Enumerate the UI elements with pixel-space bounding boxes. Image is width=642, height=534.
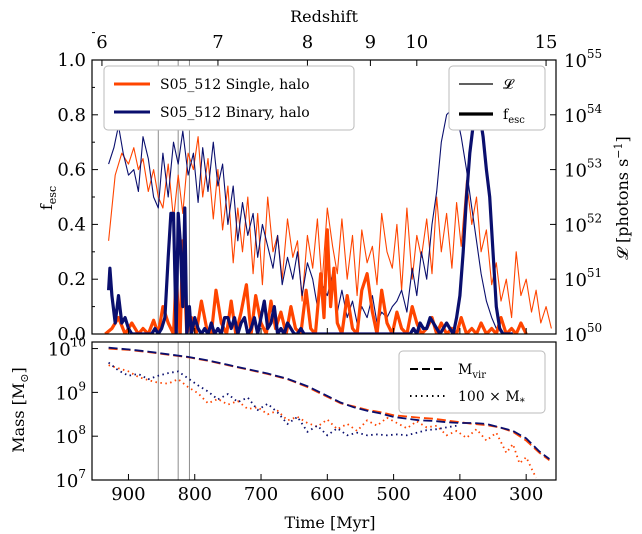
time-tick-label: 400 — [443, 484, 477, 505]
fesc-tick-label: 0.2 — [57, 269, 86, 290]
fesc-tick-label: 0.4 — [57, 214, 86, 235]
mass-tick-exponent: 9 — [78, 379, 86, 393]
mass-legend-label-mstar-main: 100 × M — [458, 389, 520, 405]
luminosity-tick-label: 1055 — [564, 47, 602, 72]
series-legend: S05_512 Single, halo S05_512 Binary, hal… — [103, 65, 355, 131]
style-legend-label-luminosity: 𝓛 — [503, 77, 515, 93]
mass-legend-label-mvir: Mvir — [458, 362, 486, 381]
mass-legend-label-mvir-sub: vir — [471, 370, 486, 381]
bottom-panel-y-axis-title-end: ] — [9, 367, 28, 373]
top-axis-title: Redshift — [290, 7, 358, 26]
mass-legend: Mvir 100 × M* — [398, 350, 546, 414]
bottom-panel-frame — [91, 341, 557, 481]
bottom-series-mstar-single — [108, 364, 537, 479]
redshift-tick-label: 9 — [365, 32, 376, 53]
x-axis-title: Time [Myr] — [284, 513, 375, 532]
series-legend-box — [103, 65, 355, 131]
fesc-tick-label: 0.6 — [57, 160, 86, 181]
luminosity-tick-exponent: 55 — [587, 47, 602, 61]
top-series-fesc-binary — [107, 113, 513, 334]
time-tick-label: 300 — [509, 484, 543, 505]
time-tick-label: 900 — [111, 484, 145, 505]
luminosity-tick-base: 10 — [564, 51, 587, 72]
luminosity-tick-exponent: 50 — [587, 321, 602, 335]
right-axis-title-sup: −1 — [612, 143, 625, 159]
fesc-tick-label: 0.0 — [57, 324, 86, 345]
mass-tick-label: 108 — [55, 423, 86, 448]
style-legend-label-fesc: fesc — [503, 107, 525, 126]
luminosity-tick-base: 10 — [564, 325, 587, 346]
redshift-tick-label: 15 — [535, 32, 558, 53]
luminosity-tick-label: 1051 — [564, 266, 602, 291]
mass-tick-exponent: 7 — [78, 467, 86, 481]
style-legend-box — [448, 65, 546, 131]
top-series-luminosity-single — [108, 136, 552, 329]
luminosity-tick-exponent: 52 — [587, 211, 602, 225]
mass-legend-box — [398, 350, 546, 414]
style-legend: 𝓛 fesc — [448, 65, 546, 131]
fesc-tick-label: 0.8 — [57, 105, 86, 126]
mass-tick-base: 10 — [55, 471, 78, 492]
bottom-panel-data — [108, 342, 550, 480]
time-tick-label: 700 — [244, 484, 278, 505]
luminosity-tick-exponent: 51 — [587, 266, 602, 280]
luminosity-tick-label: 1050 — [564, 321, 602, 346]
mass-tick-base: 10 — [48, 340, 71, 361]
top-panel-y-axis-title: fesc — [37, 186, 59, 210]
luminosity-tick-base: 10 — [564, 106, 587, 127]
mass-legend-label-mvir-main: M — [458, 362, 472, 378]
mass-legend-label-mstar: 100 × M* — [458, 389, 525, 408]
luminosity-tick-label: 1053 — [564, 157, 602, 182]
bottom-panel-y-axis-title: Mass [M⊙] — [9, 367, 31, 453]
style-legend-label-fesc-main: f — [503, 107, 510, 123]
time-tick-label: 600 — [310, 484, 344, 505]
mass-tick-exponent: 10 — [71, 336, 86, 350]
redshift-tick-label: 10 — [405, 32, 428, 53]
time-tick-label: 800 — [178, 484, 212, 505]
mass-tick-exponent: 8 — [78, 423, 86, 437]
top-panel-y-axis-title-sub: esc — [46, 186, 59, 204]
right-axis-title-main: 𝓛 [photons s — [613, 159, 632, 260]
redshift-tick-label: 7 — [212, 32, 223, 53]
luminosity-tick-base: 10 — [564, 161, 587, 182]
mass-tick-base: 10 — [55, 427, 78, 448]
style-legend-label-fesc-sub: esc — [508, 115, 525, 126]
bottom-series-mvir-binary — [108, 346, 550, 460]
fesc-tick-label: 1.0 — [57, 50, 86, 71]
tick-marks-and-labels: 0.00.20.40.60.81.01050105110521053105410… — [48, 32, 603, 505]
luminosity-tick-base: 10 — [564, 215, 587, 236]
top-panel-y-axis-title-main: f — [37, 203, 56, 210]
luminosity-tick-label: 1052 — [564, 211, 602, 236]
top-series-luminosity-binary — [108, 108, 497, 329]
luminosity-tick-exponent: 53 — [587, 157, 602, 171]
mass-tick-base: 10 — [55, 383, 78, 404]
right-axis-title-end: ] — [613, 136, 632, 142]
right-axis-title: 𝓛 [photons s−1] — [612, 136, 632, 259]
bottom-panel-y-axis-title-main: Mass [M — [9, 383, 28, 453]
luminosity-tick-label: 1054 — [564, 102, 603, 127]
redshift-tick-label: 8 — [302, 32, 313, 53]
series-legend-label-single: S05_512 Single, halo — [160, 77, 310, 93]
mass-tick-label: 1010 — [48, 336, 86, 361]
luminosity-tick-exponent: 54 — [587, 102, 603, 116]
mass-tick-label: 109 — [55, 379, 86, 404]
time-tick-label: 500 — [376, 484, 410, 505]
luminosity-tick-base: 10 — [564, 270, 587, 291]
mass-tick-label: 107 — [55, 467, 86, 492]
bottom-panel-y-axis-title-sub: ⊙ — [18, 373, 31, 382]
series-legend-label-binary: S05_512 Binary, halo — [160, 105, 310, 121]
redshift-tick-label: 6 — [96, 32, 107, 53]
mass-legend-label-mstar-sub: * — [520, 397, 525, 408]
